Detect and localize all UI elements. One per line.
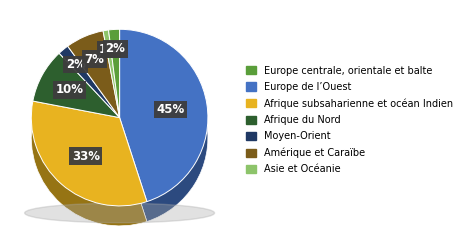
Wedge shape — [33, 53, 119, 118]
Wedge shape — [33, 73, 119, 138]
Text: 10%: 10% — [55, 84, 83, 96]
Ellipse shape — [25, 203, 214, 223]
Wedge shape — [103, 30, 119, 118]
Wedge shape — [67, 51, 119, 138]
Wedge shape — [31, 121, 146, 226]
Text: 1%: 1% — [99, 43, 118, 56]
Text: 33%: 33% — [72, 150, 100, 162]
Text: 45%: 45% — [156, 103, 184, 116]
Wedge shape — [67, 31, 119, 118]
Wedge shape — [119, 29, 207, 202]
Text: 2%: 2% — [66, 58, 85, 71]
Wedge shape — [108, 49, 119, 138]
Legend: Europe centrale, orientale et balte, Europe de l’Ouest, Afrique subsaharienne et: Europe centrale, orientale et balte, Eur… — [246, 66, 452, 174]
Wedge shape — [119, 49, 207, 222]
Wedge shape — [108, 29, 119, 118]
Wedge shape — [59, 46, 119, 118]
Text: 2%: 2% — [105, 42, 125, 55]
Text: 7%: 7% — [84, 53, 104, 66]
Wedge shape — [103, 50, 119, 138]
Wedge shape — [59, 66, 119, 138]
Wedge shape — [31, 101, 146, 206]
